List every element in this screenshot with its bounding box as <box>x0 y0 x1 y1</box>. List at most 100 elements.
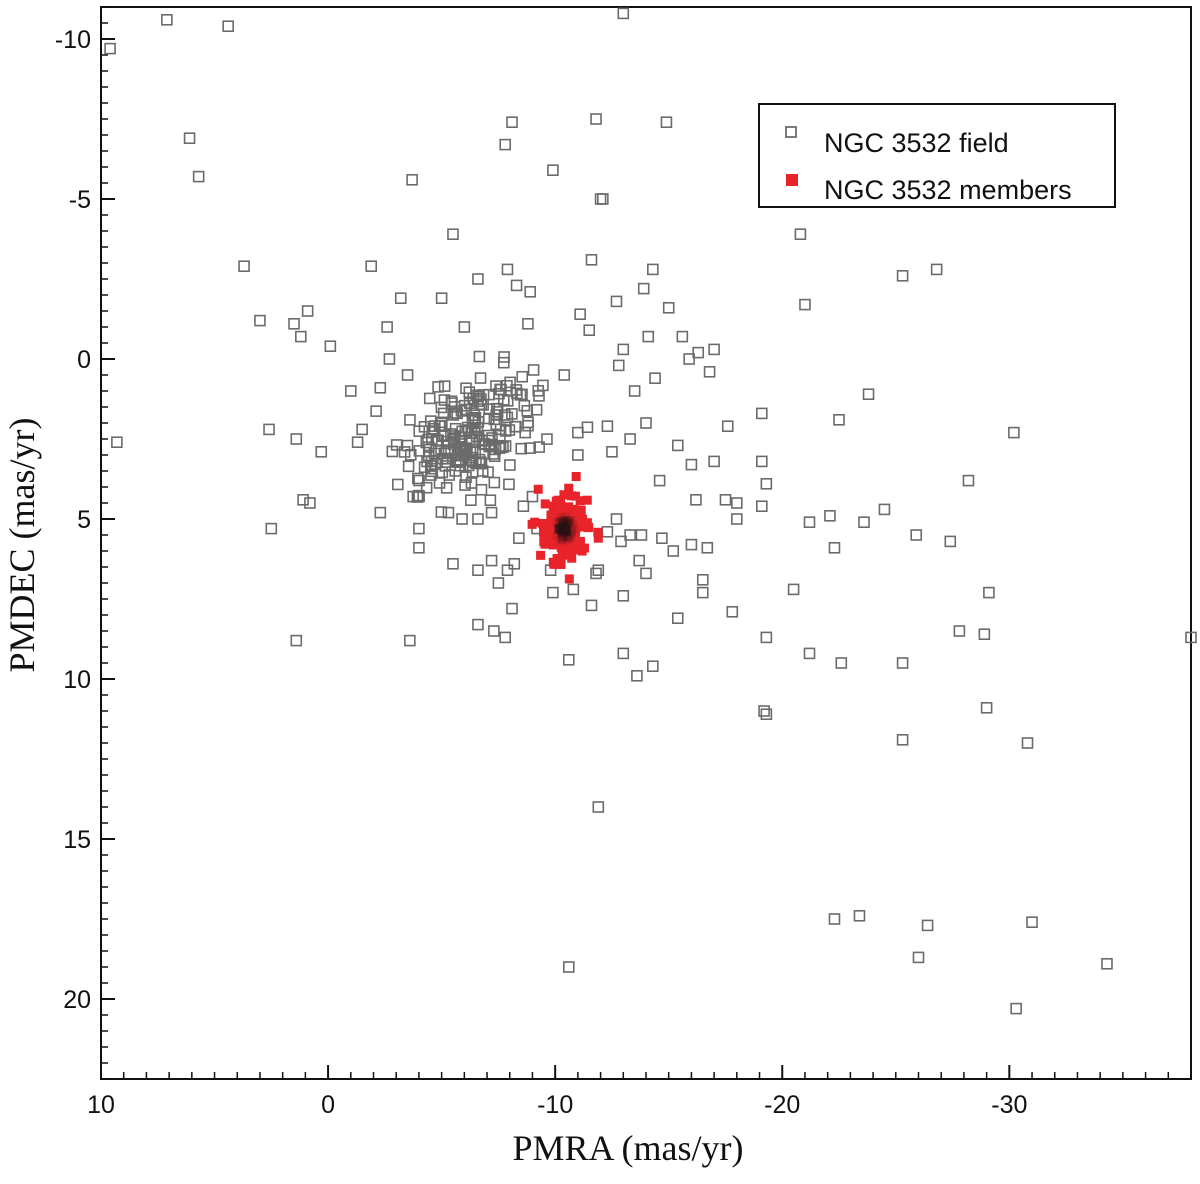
field-star-point <box>719 493 732 506</box>
field-star-point <box>606 445 618 458</box>
field-star-point <box>708 343 720 356</box>
field-star-point <box>394 292 407 305</box>
field-star-point <box>356 423 368 436</box>
field-star-point <box>910 529 923 541</box>
field-star-point <box>506 602 518 615</box>
legend-field-label: NGC 3532 field <box>824 128 1009 158</box>
field-star-point <box>617 7 630 20</box>
field-star-point <box>572 426 584 439</box>
member-core-shade <box>561 512 571 522</box>
field-star-point <box>685 458 698 471</box>
field-star-point <box>978 628 991 641</box>
x-tick-label: -30 <box>991 1091 1027 1119</box>
field-star-point <box>265 522 278 535</box>
field-star-point <box>494 429 506 442</box>
member-star-point <box>536 550 546 560</box>
field-star-point <box>392 478 404 491</box>
member-star-point <box>566 531 576 541</box>
member-core-shade <box>569 525 579 535</box>
field-star-point <box>656 532 668 545</box>
field-star-point <box>1026 916 1038 929</box>
field-star-point <box>640 567 652 580</box>
field-star-point <box>601 420 614 433</box>
field-star-point <box>452 456 465 468</box>
field-star-point <box>406 174 418 186</box>
y-tick-label: -5 <box>69 186 91 214</box>
field-star-point <box>383 353 396 365</box>
field-star-point <box>756 407 768 420</box>
field-star-point <box>583 324 596 337</box>
field-star-point <box>756 455 768 468</box>
field-star-point <box>426 433 438 445</box>
member-core-shade <box>564 516 574 526</box>
field-star-point <box>590 567 602 580</box>
field-star-point <box>516 370 529 383</box>
field-star-point <box>513 532 525 545</box>
field-star-point <box>758 705 770 717</box>
field-star-point <box>413 474 425 487</box>
field-star-point <box>633 554 645 567</box>
field-star-point <box>401 439 414 452</box>
field-star-point <box>858 516 870 529</box>
member-core-shade <box>557 534 567 544</box>
field-star-point <box>953 625 966 637</box>
field-star-point <box>497 441 509 453</box>
legend-members-marker <box>786 174 798 186</box>
member-core-shade <box>558 531 568 541</box>
member-star-point <box>569 539 579 549</box>
member-star-point <box>584 522 594 532</box>
y-tick-label: 5 <box>77 506 91 534</box>
field-star-point <box>624 529 636 541</box>
field-star-point <box>667 545 680 557</box>
field-star-point <box>301 305 314 317</box>
field-star-point <box>833 413 845 426</box>
field-star-point <box>558 369 571 381</box>
field-star-point <box>533 441 545 453</box>
member-star-point <box>575 537 585 547</box>
field-star-point <box>853 909 866 922</box>
field-star-point <box>521 404 534 417</box>
field-star-point <box>624 433 636 445</box>
field-star-point <box>617 647 630 660</box>
field-star-point <box>514 389 527 401</box>
member-core-shade <box>552 532 562 542</box>
field-star-point <box>404 414 416 426</box>
member-core-shade <box>567 526 577 536</box>
member-star-point <box>564 516 574 526</box>
field-star-point <box>484 494 497 506</box>
y-tick-label: 20 <box>63 986 91 1014</box>
field-star-point <box>374 381 387 394</box>
field-star-point <box>562 653 575 666</box>
member-star-point <box>593 527 603 537</box>
field-star-point <box>297 493 309 506</box>
field-star-point <box>458 321 471 333</box>
member-core-shade <box>550 530 560 540</box>
field-star-point <box>615 535 627 548</box>
member-star-point <box>570 522 580 532</box>
member-star-point <box>533 484 543 494</box>
field-star-point <box>381 321 393 333</box>
field-star-point <box>980 701 993 714</box>
member-points <box>527 472 603 584</box>
field-star-point <box>475 483 488 496</box>
field-star-point <box>386 445 399 458</box>
field-star-point <box>485 554 498 567</box>
field-star-point <box>1101 957 1113 970</box>
member-star-point <box>593 533 603 543</box>
member-star-point <box>570 508 580 518</box>
field-star-point <box>488 476 501 489</box>
field-star-point <box>465 494 477 506</box>
field-star-point <box>413 522 425 535</box>
field-star-point <box>721 420 734 433</box>
field-star-point <box>547 164 559 176</box>
field-star-point <box>402 460 415 473</box>
field-star-point <box>522 419 534 432</box>
field-star-point <box>491 406 504 418</box>
field-star-point <box>426 462 438 475</box>
member-star-point <box>540 499 550 509</box>
field-star-point <box>912 951 925 964</box>
x-tick-label: 0 <box>321 1091 335 1119</box>
field-star-point <box>592 564 605 577</box>
member-star-point <box>564 546 574 556</box>
field-star-point <box>459 479 471 491</box>
